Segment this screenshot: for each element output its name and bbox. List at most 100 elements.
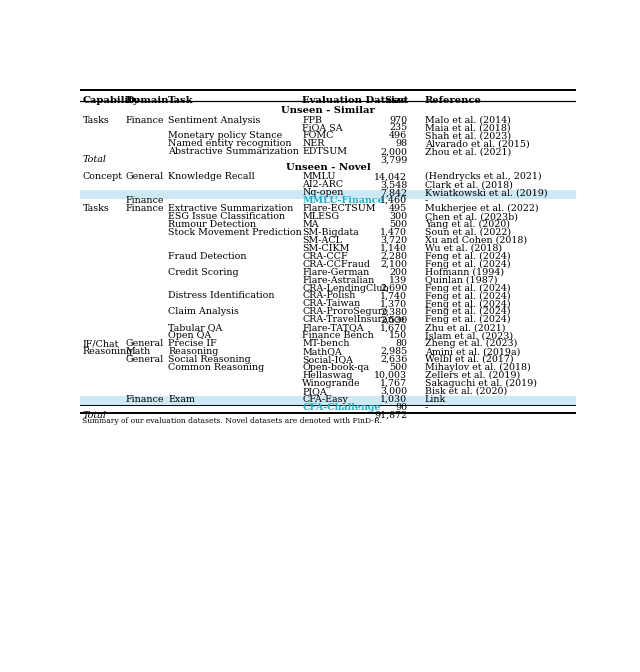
Text: Chen et al. (2023b): Chen et al. (2023b)	[425, 212, 518, 221]
Text: Tabular QA: Tabular QA	[168, 323, 223, 332]
Text: Distress Identification: Distress Identification	[168, 292, 275, 300]
Text: MathQA: MathQA	[302, 347, 342, 356]
Text: Reasoning: Reasoning	[168, 347, 219, 356]
Text: 1,670: 1,670	[380, 323, 408, 332]
Text: Feng et al. (2024): Feng et al. (2024)	[425, 252, 510, 261]
Text: Exam: Exam	[168, 394, 195, 404]
Text: General: General	[125, 339, 164, 348]
Text: (Hendrycks et al., 2021): (Hendrycks et al., 2021)	[425, 172, 541, 181]
Text: MLESG: MLESG	[302, 212, 339, 221]
Text: Feng et al. (2024): Feng et al. (2024)	[425, 284, 510, 292]
Text: 150: 150	[389, 331, 408, 340]
Text: Knowledge Recall: Knowledge Recall	[168, 172, 255, 181]
Text: Unseen - Novel: Unseen - Novel	[285, 163, 371, 172]
Text: Flare-TATQA: Flare-TATQA	[302, 323, 364, 332]
Text: EDTSUM: EDTSUM	[302, 147, 348, 157]
Text: Stock Movement Prediction: Stock Movement Prediction	[168, 228, 302, 237]
Text: SM-CIKM: SM-CIKM	[302, 244, 349, 253]
Text: PIQA: PIQA	[302, 387, 327, 396]
Text: Feng et al. (2024): Feng et al. (2024)	[425, 292, 510, 300]
Text: Welbl et al. (2017): Welbl et al. (2017)	[425, 355, 513, 364]
Text: CRA-TravelInsurance: CRA-TravelInsurance	[302, 315, 405, 325]
Text: 2,100: 2,100	[380, 259, 408, 269]
Text: Domain: Domain	[125, 96, 169, 105]
Text: -: -	[425, 403, 428, 412]
Text: 496: 496	[389, 132, 408, 140]
Bar	[80, 190, 576, 199]
Text: Claim Analysis: Claim Analysis	[168, 307, 239, 317]
Text: Soun et al. (2022): Soun et al. (2022)	[425, 228, 511, 237]
Text: Zellers et al. (2019): Zellers et al. (2019)	[425, 371, 520, 380]
Text: CRA-Polish: CRA-Polish	[302, 292, 356, 300]
Text: 2,690: 2,690	[380, 284, 408, 292]
Text: 2,000: 2,000	[380, 147, 408, 157]
Text: 98: 98	[396, 139, 408, 149]
Text: 235: 235	[389, 124, 408, 132]
Text: Math: Math	[125, 347, 151, 356]
Text: 1,030: 1,030	[380, 394, 408, 404]
Text: Feng et al. (2024): Feng et al. (2024)	[425, 259, 510, 269]
Text: 2,636: 2,636	[380, 355, 408, 364]
Text: Xu and Cohen (2018): Xu and Cohen (2018)	[425, 236, 527, 245]
Bar	[80, 396, 576, 405]
Text: Abstractive Summarization: Abstractive Summarization	[168, 147, 299, 157]
Text: General: General	[125, 355, 164, 364]
Text: CRA-ProroSeguro: CRA-ProroSeguro	[302, 307, 388, 317]
Text: 3,548: 3,548	[380, 180, 408, 190]
Text: Monetary policy Stance: Monetary policy Stance	[168, 132, 282, 140]
Text: Open-book-qa: Open-book-qa	[302, 363, 369, 372]
Text: Flare-Astralian: Flare-Astralian	[302, 276, 374, 284]
Text: Feng et al. (2024): Feng et al. (2024)	[425, 315, 510, 325]
Text: MMLU: MMLU	[302, 172, 335, 181]
Text: MT-bench: MT-bench	[302, 339, 349, 348]
Text: SM-ACL: SM-ACL	[302, 236, 342, 245]
Text: Flare-German: Flare-German	[302, 267, 369, 277]
Text: Evaluation Dataset: Evaluation Dataset	[302, 96, 408, 105]
Text: 10,003: 10,003	[374, 371, 408, 380]
Text: Clark et al. (2018): Clark et al. (2018)	[425, 180, 513, 190]
Text: CRA-Taiwan: CRA-Taiwan	[302, 300, 360, 308]
Text: 7,842: 7,842	[380, 188, 408, 197]
Text: 300: 300	[389, 212, 408, 221]
Text: 1,470: 1,470	[380, 228, 408, 237]
Text: Finance: Finance	[125, 394, 164, 404]
Text: 970: 970	[389, 116, 408, 124]
Text: FiQA SA: FiQA SA	[302, 124, 343, 132]
Text: Wu et al. (2018): Wu et al. (2018)	[425, 244, 502, 253]
Text: Precise IF: Precise IF	[168, 339, 217, 348]
Text: Tasks: Tasks	[83, 204, 109, 213]
Text: 2,985: 2,985	[380, 347, 408, 356]
Text: CRA-CCF: CRA-CCF	[302, 252, 348, 261]
Text: Mukherjee et al. (2022): Mukherjee et al. (2022)	[425, 204, 538, 213]
Text: Feng et al. (2024): Feng et al. (2024)	[425, 300, 510, 308]
Text: 139: 139	[389, 276, 408, 284]
Text: Fraud Detection: Fraud Detection	[168, 252, 247, 261]
Text: Feng et al. (2024): Feng et al. (2024)	[425, 307, 510, 317]
Text: 91,872: 91,872	[374, 411, 408, 419]
Text: Mihaylov et al. (2018): Mihaylov et al. (2018)	[425, 363, 531, 372]
Text: CFA-Easy: CFA-Easy	[302, 394, 348, 404]
Text: Hofmann (1994): Hofmann (1994)	[425, 267, 504, 277]
Text: Malo et al. (2014): Malo et al. (2014)	[425, 116, 511, 124]
Text: Link: Link	[425, 394, 446, 404]
Text: Yang et al. (2020): Yang et al. (2020)	[425, 220, 509, 229]
Text: Islam et al. (2023): Islam et al. (2023)	[425, 331, 513, 340]
Text: Size: Size	[385, 96, 408, 105]
Text: Amini et al. (2019a): Amini et al. (2019a)	[425, 347, 520, 356]
Text: FOMC: FOMC	[302, 132, 333, 140]
Text: Bisk et al. (2020): Bisk et al. (2020)	[425, 387, 507, 396]
Text: ESG Issue Classification: ESG Issue Classification	[168, 212, 285, 221]
Text: Sakaguchi et al. (2019): Sakaguchi et al. (2019)	[425, 379, 537, 388]
Text: Hellaswag: Hellaswag	[302, 371, 353, 380]
Text: CFA-Challenge: CFA-Challenge	[302, 403, 381, 412]
Text: 2,380: 2,380	[380, 307, 408, 317]
Text: IF/Chat: IF/Chat	[83, 339, 119, 348]
Text: Open QA: Open QA	[168, 331, 212, 340]
Text: -: -	[425, 196, 428, 205]
Text: Total: Total	[83, 155, 106, 164]
Text: Capability: Capability	[83, 96, 139, 105]
Text: General: General	[125, 172, 164, 181]
Text: CRA-CCFraud: CRA-CCFraud	[302, 259, 370, 269]
Text: SM-Bigdata: SM-Bigdata	[302, 228, 359, 237]
Text: 3,000: 3,000	[380, 387, 408, 396]
